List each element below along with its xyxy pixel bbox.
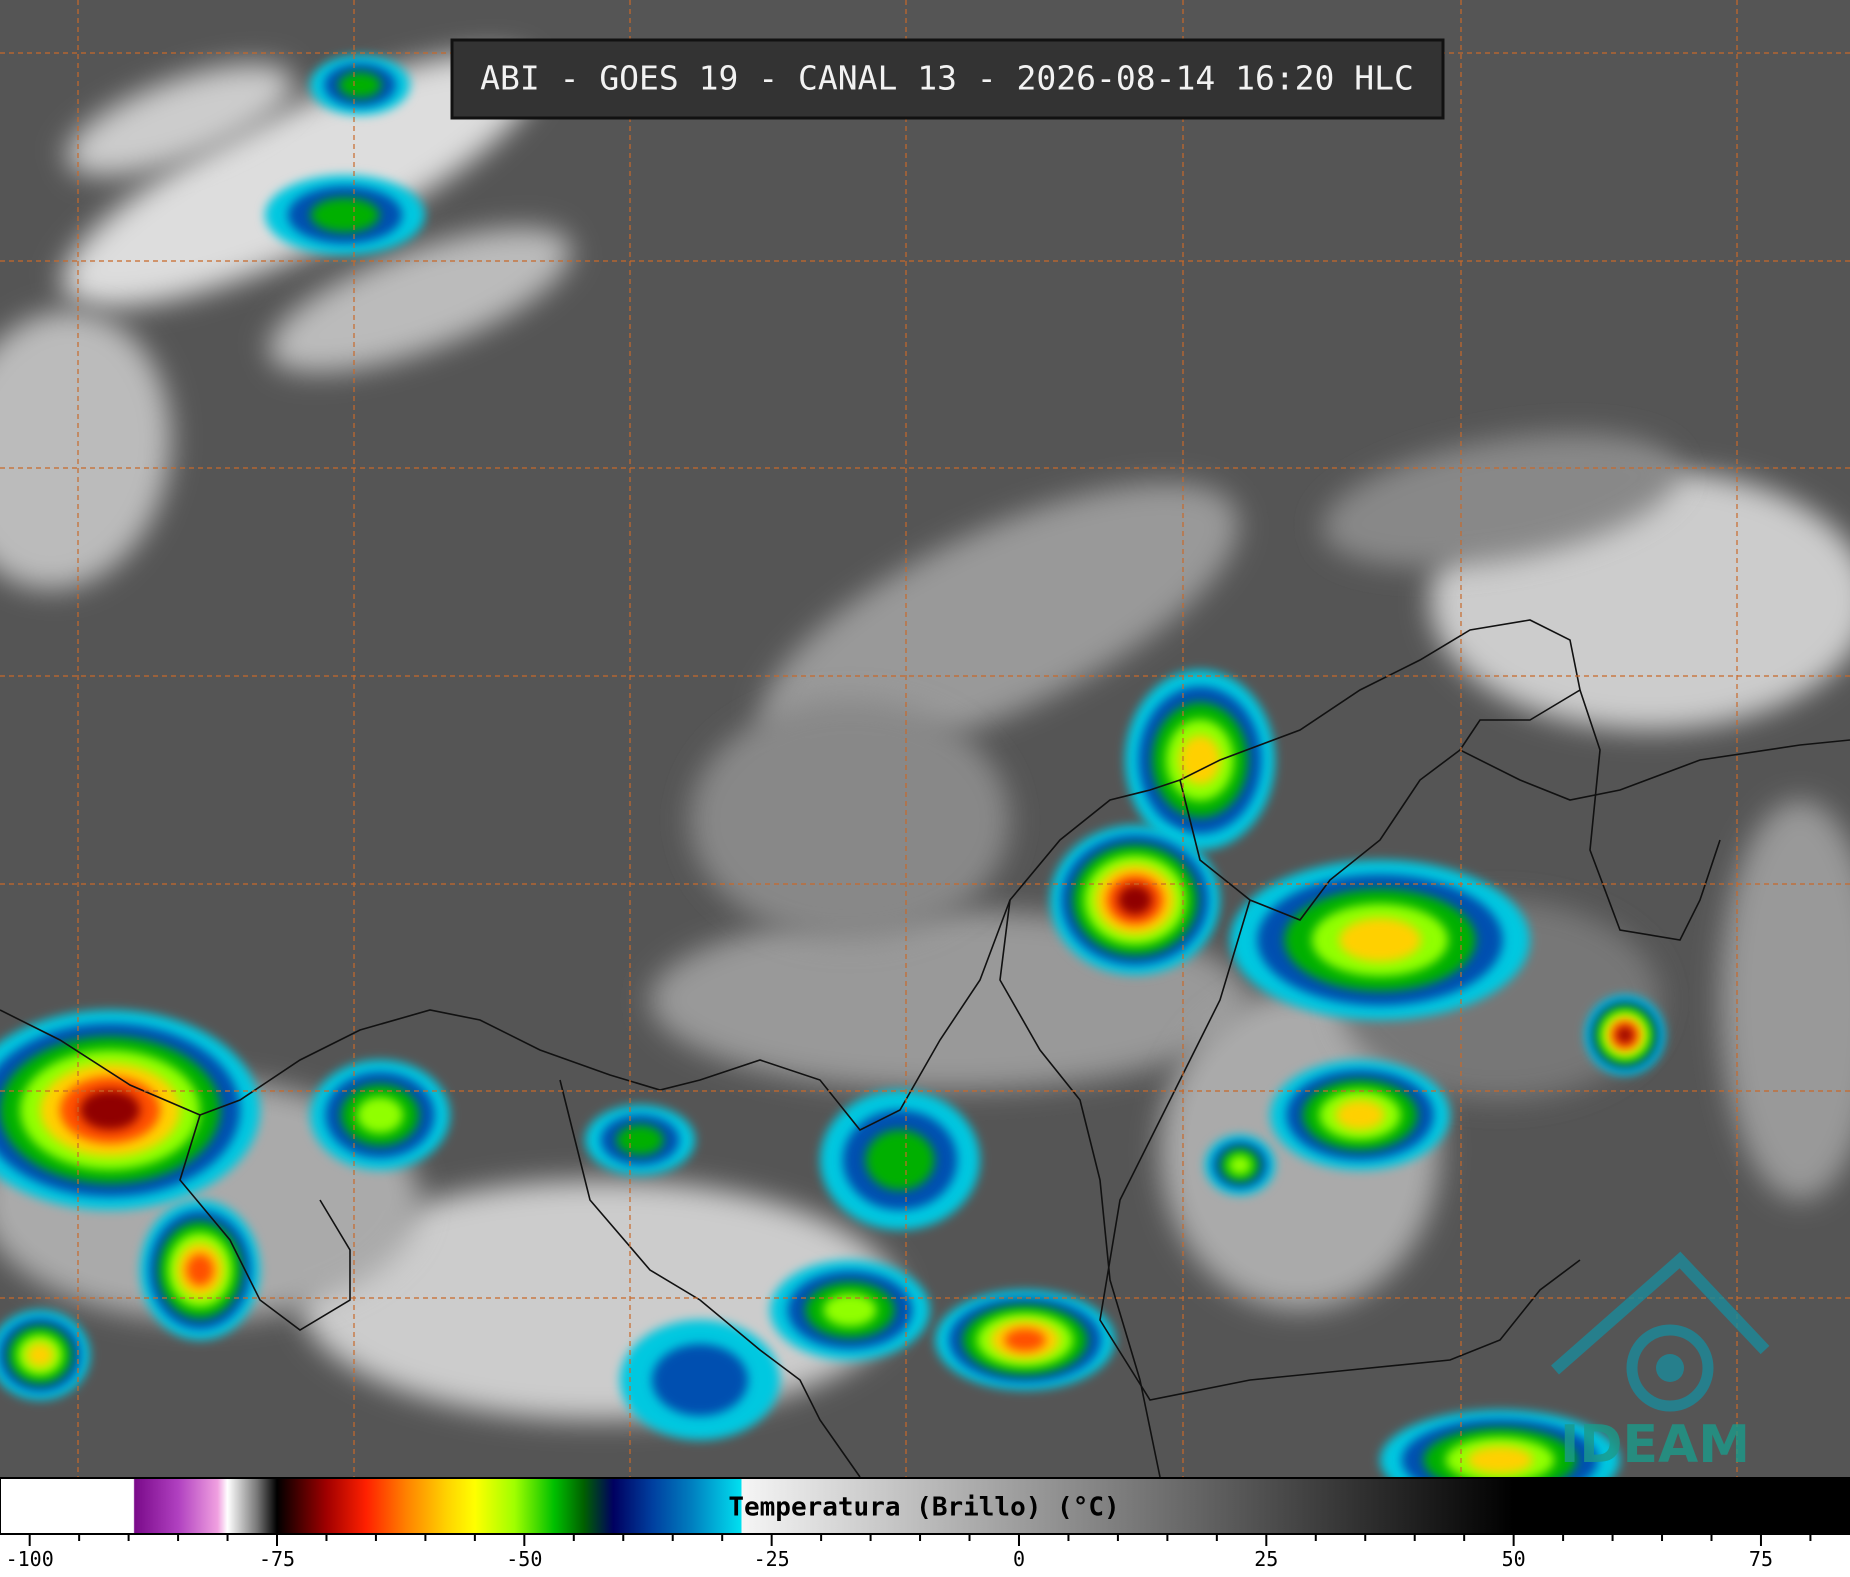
cloud: [1720, 800, 1850, 1200]
border: [999, 899, 1161, 1478]
logo-text: IDEAM: [1560, 1415, 1750, 1475]
title-box: ABI - GOES 19 - CANAL 13 - 2026-08-14 16…: [450, 38, 1445, 120]
storm-cell: [338, 72, 382, 98]
storm-cell: [1179, 735, 1221, 785]
storm-cell: [310, 197, 380, 233]
logo-swirl: [1626, 1324, 1714, 1412]
tick-label: -25: [754, 1547, 790, 1571]
colorbar: [0, 1477, 1850, 1535]
storm-cell: [1339, 918, 1421, 962]
colorbar-label: Temperatura (Brillo) (°C): [728, 1493, 1119, 1523]
storm-cell: [1228, 1155, 1252, 1175]
tick-label: 50: [1502, 1547, 1526, 1571]
storm-cell: [186, 1253, 214, 1287]
tick-label: 75: [1749, 1547, 1773, 1571]
tick-label: 25: [1254, 1547, 1278, 1571]
storm-cell: [26, 1342, 54, 1368]
logo: IDEAM: [1551, 1251, 1770, 1475]
tick-label: -75: [259, 1547, 295, 1571]
cloud: [1322, 433, 1678, 567]
storm-cell: [80, 1090, 140, 1130]
cloud: [268, 227, 572, 373]
border: [1179, 749, 1461, 921]
storm-cell: [1004, 1328, 1046, 1352]
cloud: [761, 483, 1239, 757]
title: ABI - GOES 19 - CANAL 13 - 2026-08-14 16…: [480, 59, 1414, 98]
storm-cell: [1467, 1446, 1533, 1474]
graticule: [0, 0, 1850, 1477]
storm-cell: [865, 1130, 935, 1190]
cloud: [62, 53, 538, 307]
cloud: [66, 64, 294, 176]
tick-label: -100: [6, 1547, 54, 1571]
cloud: [0, 310, 172, 590]
coastline: [0, 619, 1850, 1132]
border: [1099, 899, 1581, 1401]
borders: [0, 619, 1850, 1478]
cloud: [690, 700, 1010, 940]
storm-cell: [652, 1344, 748, 1416]
storm-cell: [356, 1096, 404, 1134]
logo-swirl-core: [1656, 1354, 1684, 1382]
storm-cell: [1118, 885, 1152, 915]
colorbar-axis: -100 -75 -50 -25 0 25 50 75: [6, 1534, 1812, 1571]
border: [179, 1114, 351, 1331]
border: [1579, 689, 1721, 941]
title-background: [450, 38, 1445, 120]
storm-cell: [616, 1125, 664, 1155]
storm-cell: [823, 1293, 877, 1327]
border: [559, 1079, 861, 1478]
logo-roof: [1551, 1251, 1770, 1375]
tick-label: 0: [1013, 1547, 1025, 1571]
storm-cell: [1335, 1100, 1385, 1130]
tick-label: -50: [506, 1547, 542, 1571]
storm-cell: [1617, 1027, 1633, 1043]
